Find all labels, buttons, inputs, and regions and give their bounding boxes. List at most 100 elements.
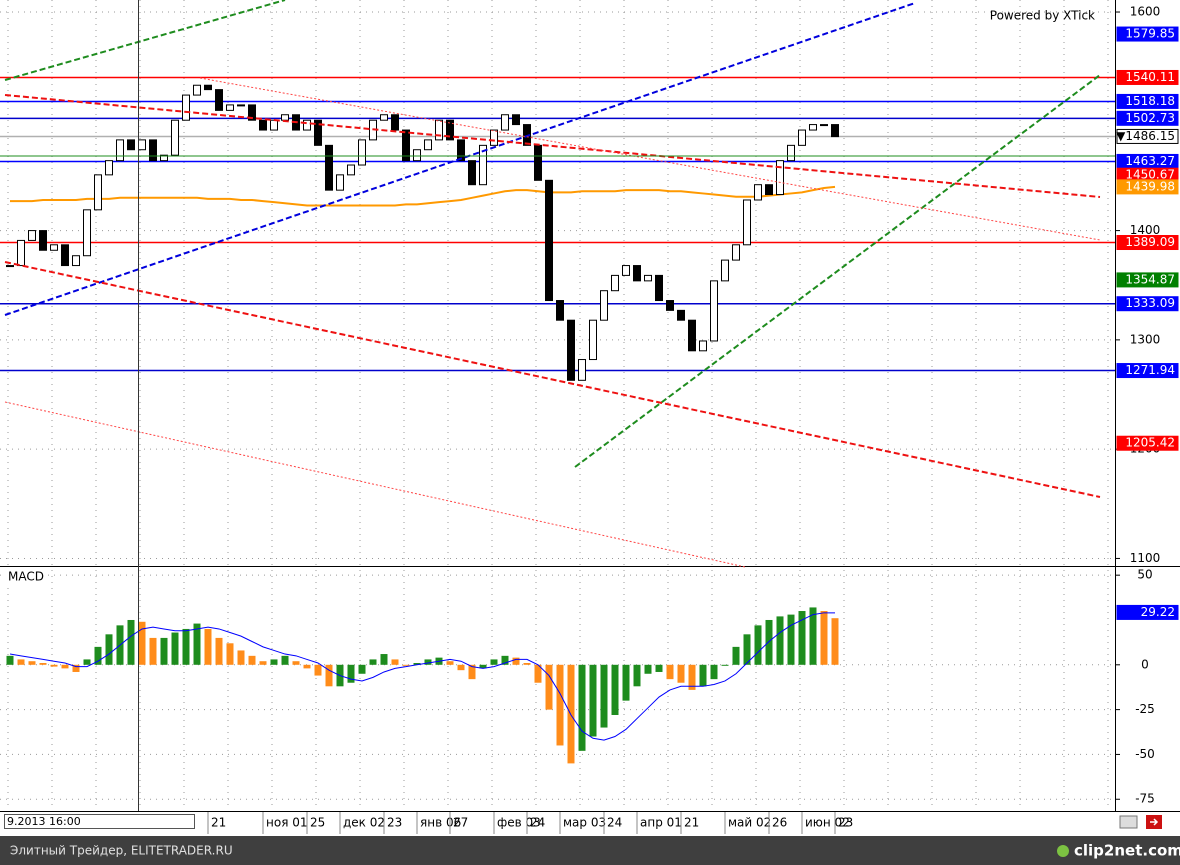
chart-layers [0,11,1115,800]
macd-bar [347,664,355,683]
level-label: 1333.09 [1125,296,1175,310]
level-label: 1271.94 [1125,363,1175,377]
x-tick-label: апр 01 [640,816,682,830]
candle [204,84,212,91]
macd-bar [600,664,608,728]
icon-button[interactable] [1119,815,1138,829]
macd-bar [589,664,597,737]
candle [479,144,487,186]
candle [468,160,476,186]
trend-line [4,94,1101,198]
trend-line [4,2,916,316]
level-label-box [1116,435,1179,451]
candle [611,274,619,292]
macd-bar [688,664,696,690]
macd-bar [710,664,718,680]
candle [237,104,245,107]
trend-line [4,261,1101,498]
candle [732,244,740,261]
level-label-box [1116,93,1179,109]
level-label-box [1116,235,1179,251]
macd-bar [787,614,795,665]
footer [0,836,1180,865]
x-tick-label: 24 [607,816,622,830]
macd-bar [204,628,212,665]
trend-line [574,74,1101,468]
x-tick-label: дек 02 [343,816,385,830]
candle [600,290,608,321]
candle [182,94,190,121]
y-tick-label: 1600 [1130,5,1161,19]
candle [776,160,784,196]
macd-bar [17,659,25,665]
macd-bar [721,664,729,666]
level-label-box [1116,363,1179,379]
candle [83,209,91,257]
x-tick-label: 24 [530,816,545,830]
macd-bar [50,664,58,667]
level-label-box [1116,69,1179,85]
axis-labels: 160014001300120011001579.851540.111518.1… [1115,5,1179,806]
level-label-box [1116,272,1179,288]
candle [413,149,421,162]
x-tick-label: фев 03 [497,816,541,830]
candle [501,114,509,131]
candle [61,244,69,267]
macd-bar [457,664,465,671]
candle [534,144,542,181]
macd-bar [402,664,410,666]
macd-bar [809,607,817,665]
candle [831,124,839,138]
level-label-box [1116,128,1179,144]
candle [270,119,278,131]
candle [314,119,322,146]
y-tick-label: -75 [1135,792,1155,806]
macd-bar [380,654,388,665]
macd-bar [281,655,289,665]
macd-bar [732,646,740,665]
macd-bar [798,611,806,665]
candle [336,174,344,191]
macd-bar [501,655,509,665]
candle [523,124,531,146]
candle [721,259,729,282]
macd-bar [391,659,399,665]
candle [215,89,223,111]
level-label: 1518.18 [1125,94,1175,108]
macd-bar [534,664,542,683]
candle [347,164,355,176]
x-tick-label: июн 02 [805,816,850,830]
macd-bar [622,664,630,701]
x-tick-label: 26 [772,816,787,830]
candle [28,230,36,241]
macd-bar [248,655,256,665]
x-tick-label: янв 06 [420,816,461,830]
y-tick-label: 1100 [1130,551,1161,565]
candle [105,160,113,176]
macd-bar [666,664,674,680]
level-label: 1205.42 [1125,436,1175,450]
macd-bar [655,664,663,672]
level-label-box [1116,179,1179,195]
macd-bar [765,619,773,665]
candle [325,144,333,191]
macd-bar [138,621,146,665]
macd-bar [556,664,564,746]
candle [809,124,817,131]
footer-logo[interactable]: clip2net.com [1074,842,1180,860]
macd-bar [303,664,311,669]
y-tick-label: 50 [1137,568,1152,582]
exit-icon [1150,818,1159,826]
candle [644,274,652,282]
macd-bar [468,664,476,680]
date-box-text: 9.2013 16:00 [7,815,81,828]
candle [248,104,256,121]
x-tick-label: 23 [387,816,402,830]
x-tick-label: 25 [310,816,325,830]
y-tick-label: 0 [1141,657,1149,671]
x-tick-label: мар 03 [563,816,606,830]
macd-bar [160,637,168,665]
signal-line [9,612,835,741]
